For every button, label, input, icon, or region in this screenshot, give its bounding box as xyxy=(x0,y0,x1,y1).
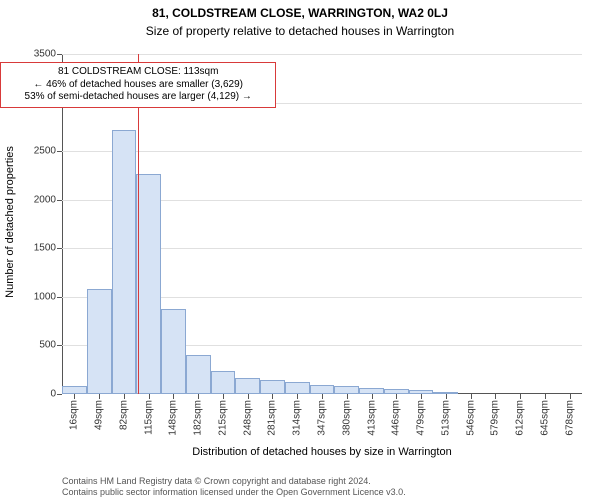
grid-line xyxy=(62,54,582,55)
y-tick-label: 2500 xyxy=(34,146,62,157)
x-tick-mark xyxy=(446,394,447,399)
x-tick-mark xyxy=(322,394,323,399)
x-tick-label: 49sqm xyxy=(94,400,105,430)
histogram-bar xyxy=(161,309,186,394)
histogram-bar xyxy=(186,355,211,394)
x-tick-label: 115sqm xyxy=(143,400,154,435)
x-tick-label: 579sqm xyxy=(490,400,501,436)
x-tick-mark xyxy=(248,394,249,399)
x-tick-label: 380sqm xyxy=(341,400,352,436)
histogram-bar xyxy=(211,371,236,394)
histogram-bar xyxy=(112,130,137,394)
x-tick-label: 479sqm xyxy=(416,400,427,436)
x-tick-label: 678sqm xyxy=(564,400,575,436)
x-tick-label: 645sqm xyxy=(539,400,550,436)
x-tick-mark xyxy=(173,394,174,399)
x-tick-label: 148sqm xyxy=(168,400,179,436)
page-subtitle: Size of property relative to detached ho… xyxy=(0,24,600,38)
grid-line xyxy=(62,151,582,152)
y-axis-label: Number of detached properties xyxy=(4,122,16,322)
x-tick-label: 182sqm xyxy=(193,400,204,436)
x-tick-mark xyxy=(396,394,397,399)
x-tick-mark xyxy=(149,394,150,399)
y-tick-label: 1500 xyxy=(34,243,62,254)
x-tick-mark xyxy=(99,394,100,399)
x-tick-label: 612sqm xyxy=(515,400,526,436)
x-tick-label: 82sqm xyxy=(118,400,129,430)
x-tick-label: 16sqm xyxy=(69,400,80,430)
x-tick-label: 215sqm xyxy=(217,400,228,436)
y-tick-label: 500 xyxy=(39,340,62,351)
x-tick-mark xyxy=(372,394,373,399)
page-title: 81, COLDSTREAM CLOSE, WARRINGTON, WA2 0L… xyxy=(0,6,600,20)
histogram-bar xyxy=(310,385,335,394)
x-axis-label: Distribution of detached houses by size … xyxy=(62,446,582,458)
y-tick-label: 1000 xyxy=(34,291,62,302)
info-box-line: 81 COLDSTREAM CLOSE: 113sqm xyxy=(7,66,269,79)
x-tick-label: 248sqm xyxy=(242,400,253,436)
x-tick-mark xyxy=(74,394,75,399)
histogram-bar xyxy=(260,380,285,394)
x-tick-mark xyxy=(198,394,199,399)
info-box-line: ← 46% of detached houses are smaller (3,… xyxy=(7,79,269,92)
x-tick-mark xyxy=(495,394,496,399)
x-tick-mark xyxy=(520,394,521,399)
footer-line-1: Contains HM Land Registry data © Crown c… xyxy=(62,476,406,487)
x-tick-mark xyxy=(272,394,273,399)
x-tick-label: 446sqm xyxy=(391,400,402,436)
histogram-bar xyxy=(334,386,359,394)
x-tick-label: 281sqm xyxy=(267,400,278,436)
histogram-bar xyxy=(285,382,310,394)
histogram-bar xyxy=(62,386,87,394)
x-tick-label: 513sqm xyxy=(440,400,451,436)
info-box-line: 53% of semi-detached houses are larger (… xyxy=(7,91,269,104)
histogram-bar xyxy=(136,174,161,394)
histogram-bar xyxy=(87,289,112,394)
x-tick-mark xyxy=(297,394,298,399)
x-tick-label: 413sqm xyxy=(366,400,377,436)
footer-attribution: Contains HM Land Registry data © Crown c… xyxy=(62,476,406,498)
x-tick-mark xyxy=(545,394,546,399)
y-tick-label: 0 xyxy=(50,389,62,400)
y-tick-label: 2000 xyxy=(34,194,62,205)
x-tick-mark xyxy=(421,394,422,399)
x-tick-mark xyxy=(223,394,224,399)
x-tick-mark xyxy=(471,394,472,399)
info-box: 81 COLDSTREAM CLOSE: 113sqm← 46% of deta… xyxy=(0,62,276,108)
footer-line-2: Contains public sector information licen… xyxy=(62,487,406,498)
x-tick-mark xyxy=(570,394,571,399)
x-tick-mark xyxy=(124,394,125,399)
x-tick-label: 347sqm xyxy=(317,400,328,436)
histogram-bar xyxy=(235,378,260,394)
x-tick-label: 546sqm xyxy=(465,400,476,436)
x-tick-label: 314sqm xyxy=(292,400,303,436)
y-tick-label: 3500 xyxy=(34,49,62,60)
x-tick-mark xyxy=(347,394,348,399)
